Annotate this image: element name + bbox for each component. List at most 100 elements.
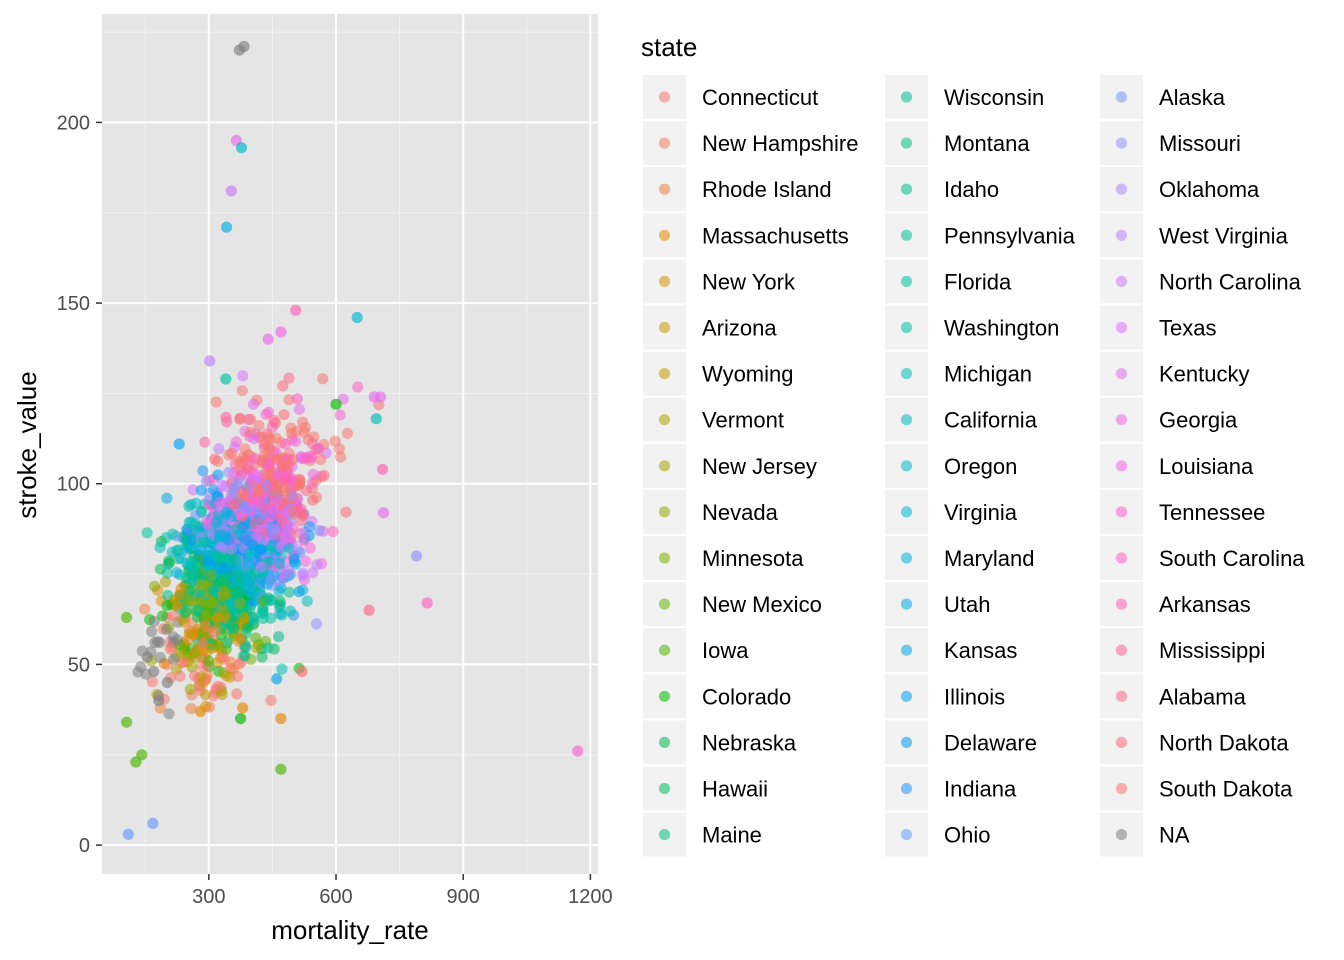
legend-label: Arkansas	[1159, 592, 1251, 617]
legend-item: Delaware	[885, 720, 1037, 765]
data-point	[237, 491, 250, 503]
legend: Connecticut New Hampshire Rhode Island Mass…	[643, 75, 1305, 857]
data-point	[275, 326, 287, 338]
legend-swatch	[658, 183, 671, 195]
y-tick-label: 150	[57, 293, 90, 315]
y-tick-label: 0	[79, 835, 90, 857]
data-point	[170, 600, 182, 612]
legend-item: Missouri	[1100, 121, 1241, 166]
legend-label: New Mexico	[702, 592, 822, 617]
data-point	[195, 484, 207, 496]
legend-item: Maryland	[885, 536, 1034, 580]
y-tick-label: 50	[68, 654, 90, 676]
data-point	[184, 683, 196, 696]
legend-label: Alaska	[1159, 85, 1226, 110]
data-point	[231, 478, 243, 490]
data-point	[244, 472, 256, 484]
legend-swatch	[1115, 644, 1128, 656]
legend-swatch	[900, 736, 913, 749]
legend-label: North Dakota	[1159, 730, 1289, 755]
legend-item: Washington	[885, 305, 1059, 350]
legend-swatch	[658, 552, 671, 564]
legend-swatch	[900, 183, 913, 195]
data-point	[239, 650, 251, 662]
legend-swatch	[1115, 229, 1128, 241]
legend-item: Illinois	[885, 674, 1005, 719]
data-point	[171, 634, 183, 646]
legend-label: Washington	[944, 316, 1059, 341]
legend-label: Florida	[944, 269, 1012, 294]
data-point	[179, 607, 191, 619]
data-point	[296, 666, 308, 678]
legend-label: Mississippi	[1159, 638, 1265, 663]
legend-label: Wyoming	[702, 362, 794, 387]
legend-label: Utah	[944, 592, 990, 617]
data-point	[297, 416, 309, 428]
legend-item: California	[885, 397, 1038, 442]
data-point	[199, 689, 212, 701]
data-point	[194, 705, 206, 718]
data-point	[202, 555, 214, 567]
legend-item: Connecticut	[643, 75, 818, 119]
legend-swatch	[658, 644, 671, 656]
data-point	[238, 40, 250, 53]
data-point	[298, 535, 310, 547]
legend-label: Maryland	[944, 546, 1034, 571]
data-point	[363, 604, 375, 616]
data-point	[254, 544, 266, 556]
data-point	[234, 413, 246, 425]
data-point	[174, 670, 186, 682]
data-point	[299, 555, 312, 567]
data-point	[303, 521, 316, 533]
data-point	[264, 442, 276, 455]
legend-swatch	[900, 552, 913, 564]
legend-label: South Dakota	[1159, 777, 1293, 802]
legend-swatch	[658, 690, 671, 702]
data-point	[277, 460, 289, 472]
legend-item: North Carolina	[1100, 259, 1302, 304]
data-point	[210, 396, 222, 408]
data-point	[351, 311, 363, 324]
data-point	[237, 370, 249, 382]
data-point	[327, 526, 339, 538]
data-point	[283, 542, 295, 555]
legend-label: Colorado	[702, 684, 791, 709]
data-point	[141, 651, 153, 663]
data-point	[333, 443, 345, 455]
data-point	[251, 495, 263, 507]
legend-label: West Virginia	[1159, 223, 1289, 248]
x-axis: 300 600 900 1200	[192, 874, 613, 908]
data-point	[290, 435, 302, 448]
data-point	[312, 442, 325, 454]
data-point	[245, 413, 257, 425]
legend-item: Louisiana	[1100, 443, 1254, 488]
data-point	[195, 578, 207, 590]
data-point	[255, 561, 267, 573]
data-point	[304, 542, 316, 554]
data-point	[146, 625, 158, 638]
data-point	[256, 651, 268, 663]
data-point	[235, 142, 248, 154]
data-point	[310, 491, 323, 503]
data-point	[225, 185, 237, 197]
data-point	[291, 425, 303, 437]
data-point	[220, 373, 232, 385]
data-point	[266, 421, 278, 433]
data-point	[265, 612, 277, 624]
data-point	[340, 506, 352, 518]
data-point	[214, 529, 226, 541]
legend-swatch	[658, 598, 671, 610]
legend-swatch	[900, 229, 913, 241]
legend-item: Massachusetts	[643, 213, 849, 258]
legend-label: New Jersey	[702, 454, 817, 479]
data-point	[167, 610, 179, 622]
data-point	[256, 454, 269, 466]
legend-swatch	[900, 598, 913, 610]
data-point	[171, 566, 183, 579]
data-point	[241, 534, 253, 546]
data-point	[284, 605, 296, 617]
legend-label: New Hampshire	[702, 131, 859, 156]
legend-swatch	[900, 460, 913, 472]
data-point	[223, 534, 235, 547]
data-point	[149, 580, 161, 592]
